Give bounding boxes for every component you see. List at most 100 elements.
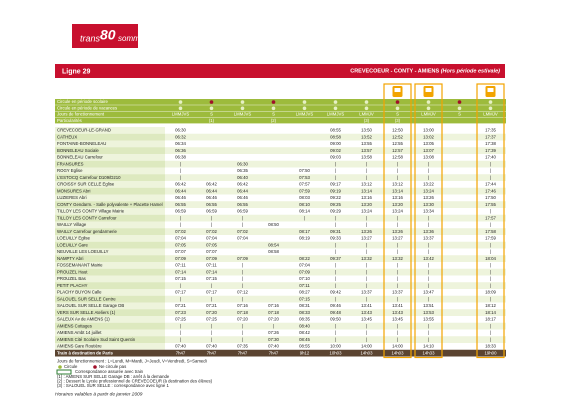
time: | xyxy=(428,330,429,335)
time: 13:24 xyxy=(423,188,434,193)
time: 09:31 xyxy=(330,229,341,234)
time: 13:24 xyxy=(361,209,372,214)
route-name: CREVECOEUR - CONTY - AMIENS xyxy=(350,69,439,75)
holiday-dot xyxy=(209,106,214,111)
time: 09:46 xyxy=(330,303,341,308)
row-bg xyxy=(55,295,506,303)
stop-name: WAILLY Carrefour gendarmerie xyxy=(57,229,117,234)
time: | xyxy=(397,323,398,328)
time: | xyxy=(428,168,429,173)
stop-cell xyxy=(55,248,165,256)
row-bg xyxy=(55,140,506,148)
time: | xyxy=(490,222,491,227)
time: 07:16 xyxy=(237,303,248,308)
stop-name: PETIT PLACHY xyxy=(57,283,88,288)
time: | xyxy=(397,337,398,342)
time: 09:02 xyxy=(330,148,341,153)
time: 18:09 xyxy=(485,290,496,295)
days: S xyxy=(272,112,275,117)
time: 06:40 xyxy=(237,175,248,180)
time: 17:40 xyxy=(485,155,496,160)
time: | xyxy=(180,161,181,166)
time: | xyxy=(490,283,491,288)
time: | xyxy=(366,296,367,301)
stop-cell xyxy=(55,316,165,323)
holiday-dot xyxy=(364,106,369,111)
stop-name: LUZIERES Abri xyxy=(57,195,87,200)
route-period: (Hors période estivale) xyxy=(441,69,500,75)
stop-cell xyxy=(55,194,165,202)
header-label: Circule en période scolaire xyxy=(57,99,108,104)
row-bg xyxy=(55,187,506,195)
stop-name: TILLOY LES CONTY Village Mairie xyxy=(57,209,125,214)
time: 07:10 xyxy=(299,276,310,281)
time: 13:14 xyxy=(361,188,372,193)
time: | xyxy=(428,283,429,288)
time: | xyxy=(180,168,181,173)
time: | xyxy=(335,276,336,281)
time: | xyxy=(428,215,429,220)
time: 13:00 xyxy=(423,128,434,133)
row-bg xyxy=(55,147,506,154)
time: 07:57 xyxy=(299,182,310,187)
time: 07:14 xyxy=(206,269,217,274)
time: 13:22 xyxy=(423,182,434,187)
school-dot xyxy=(271,100,276,104)
stop-name: AMIENS Cottages xyxy=(57,323,92,328)
stop-name: FONTAINE-BONNELEAU xyxy=(57,141,106,146)
time: 07:07 xyxy=(175,249,186,254)
time: | xyxy=(428,249,429,254)
stop-cell xyxy=(55,214,165,222)
stop-cell xyxy=(55,241,165,249)
stop-cell xyxy=(55,329,165,337)
legend-dot xyxy=(58,365,62,369)
time: 08:50 xyxy=(268,222,279,227)
stop-name: AMIENS Cité Scolaire Sud Saint Quentin xyxy=(57,337,136,342)
time: 07:21 xyxy=(175,303,186,308)
stop-name: PLACHY BUYON Calle xyxy=(57,290,102,295)
legend-note: (3) : SALOUEL SUR SELLE : correspondance… xyxy=(57,383,169,388)
time: 14h03 xyxy=(392,350,405,355)
time: 06:46 xyxy=(175,195,186,200)
time: 07:09 xyxy=(299,269,310,274)
time: | xyxy=(428,263,429,268)
time: | xyxy=(242,215,243,220)
row-bg xyxy=(55,329,506,337)
header-label: Jours de fonctionnement xyxy=(57,112,105,117)
time: 08:19 xyxy=(299,236,310,241)
time: | xyxy=(428,276,429,281)
coach-window xyxy=(394,88,401,92)
time: 17:50 xyxy=(485,195,496,200)
stop-name: TILLOY LES CONTY Carrefour xyxy=(57,215,117,220)
time: 08:55 xyxy=(330,128,341,133)
time: 13:26 xyxy=(392,229,403,234)
stop-cell xyxy=(55,262,165,269)
time: | xyxy=(335,263,336,268)
header-label: Circule en période de vacances xyxy=(57,105,117,110)
stop-name: NAMPTY Abri xyxy=(57,256,83,261)
time: 13:58 xyxy=(361,155,372,160)
time: 07:40 xyxy=(206,344,217,349)
time: 14:00 xyxy=(361,344,372,349)
time: 12:55 xyxy=(392,141,403,146)
holiday-dot xyxy=(333,106,338,111)
school-dot xyxy=(240,100,245,104)
days: LMMJVS xyxy=(327,112,345,117)
stop-cell xyxy=(55,336,165,343)
time: 08:35 xyxy=(299,317,310,322)
time: 07:02 xyxy=(206,229,217,234)
stop-cell xyxy=(55,275,165,283)
time: 08:33 xyxy=(299,310,310,315)
note-ref: (2) xyxy=(271,118,277,123)
stop-cell xyxy=(55,140,165,148)
time: 13:41 xyxy=(361,303,372,308)
time: | xyxy=(397,215,398,220)
time: 06:32 xyxy=(175,134,186,139)
stop-cell xyxy=(55,160,165,168)
stop-name: Train à destination de Paris xyxy=(57,350,113,355)
time: 07:04 xyxy=(237,236,248,241)
school-dot xyxy=(302,100,307,104)
row-bg xyxy=(55,160,506,168)
row-bg xyxy=(55,201,506,208)
stop-cell xyxy=(55,154,165,161)
